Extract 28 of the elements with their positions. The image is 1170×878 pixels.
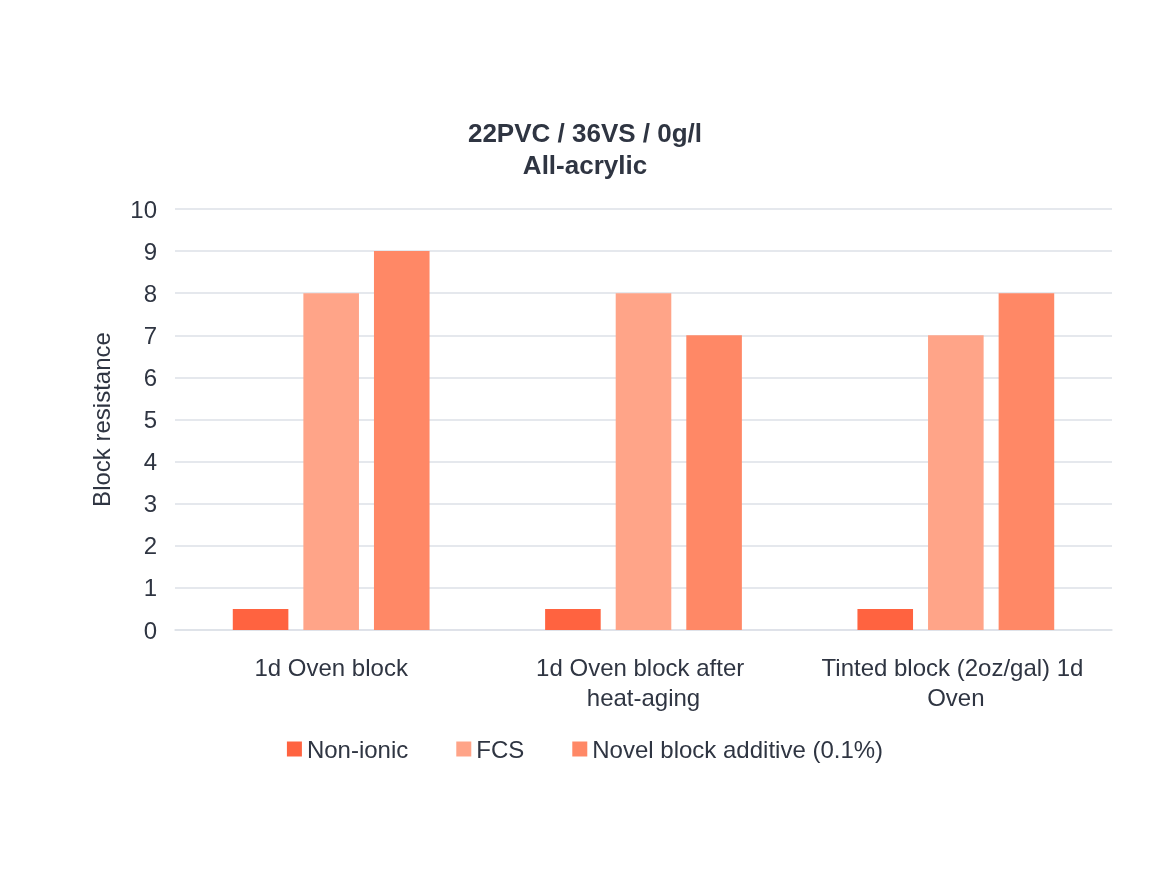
x-tick-label: 1d Oven block: [254, 653, 409, 681]
bar: [545, 608, 601, 630]
bar: [928, 335, 984, 630]
y-tick-label: 6: [143, 363, 157, 391]
y-tick-label: 1: [143, 574, 157, 602]
y-tick-label: 5: [143, 406, 157, 433]
bar: [686, 335, 742, 630]
bar: [998, 293, 1055, 630]
y-tick-label: 4: [143, 448, 157, 476]
x-tick-label: 1d Oven block after heat-aging: [536, 653, 751, 711]
y-tick-label: 7: [143, 321, 157, 349]
y-tick-label: 8: [143, 279, 157, 307]
y-tick-label: 3: [143, 490, 157, 518]
bar: [857, 608, 914, 630]
y-tick-label: 2: [143, 532, 157, 560]
bar: [373, 251, 430, 630]
legend-label: FCS: [476, 735, 525, 763]
y-tick-label: 10: [130, 195, 157, 223]
chart-title: 22PVC / 36VS / 0g/l All-acrylic: [467, 118, 703, 180]
x-tick-label: Tinted block (2oz/gal) 1d Oven: [821, 653, 1091, 711]
legend-label: Non-ionic: [306, 735, 409, 763]
y-tick-label: 9: [143, 237, 157, 265]
bar: [232, 608, 289, 630]
bar: [615, 293, 672, 630]
y-axis-title: Block resistance: [87, 332, 115, 507]
legend-label: Novel block additive (0.1%): [592, 735, 884, 763]
bar: [303, 293, 359, 630]
y-tick-label: 0: [143, 616, 157, 644]
